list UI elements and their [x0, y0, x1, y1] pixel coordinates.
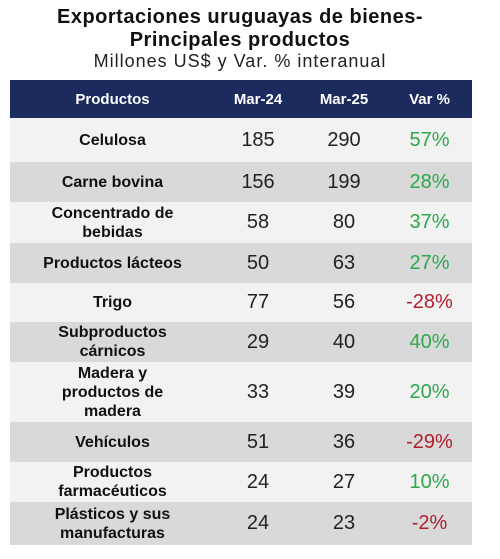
table-row: Productos farmacéuticos 24 27 10% [10, 462, 472, 502]
product-name: Celulosa [79, 131, 146, 149]
value-cell: 23 [332, 512, 356, 534]
title: Exportaciones uruguayas de bienes- [57, 6, 423, 28]
value-cell: 290 [327, 128, 361, 151]
product-cell: Madera y productos de madera [10, 364, 215, 421]
product-name: Productos lácteos [43, 254, 182, 272]
value-cell: 29 [246, 330, 270, 353]
value-cell: 185 [241, 128, 275, 151]
value-cell: 40 [332, 330, 356, 353]
product-name: Madera y productos de madera [61, 364, 164, 420]
product-cell: Trigo [10, 293, 215, 312]
product-name: Concentrado de bebidas [51, 204, 174, 241]
value-cell: 24 [246, 512, 270, 534]
change-cell: 40% [409, 330, 450, 353]
value-cell: 51 [246, 430, 270, 453]
product-name: Plásticos y sus manufacturas [54, 505, 171, 542]
change-cell: 20% [409, 380, 450, 403]
product-cell: Celulosa [10, 131, 215, 150]
product-name: Productos farmacéuticos [58, 464, 167, 500]
product-cell: Vehículos [10, 433, 215, 452]
column-header: Mar-24 [233, 90, 283, 108]
change-cell: 37% [409, 211, 450, 233]
table-row: Madera y productos de madera 33 39 20% [10, 362, 472, 422]
table-row: Plásticos y sus manufacturas 24 23 -2% [10, 502, 472, 545]
change-cell: -29% [406, 430, 453, 453]
table-row: Productos lácteos 50 63 27% [10, 243, 472, 283]
value-cell: 58 [246, 211, 270, 233]
change-cell: 57% [409, 128, 450, 151]
table-row: Subproductos cárnicos 29 40 40% [10, 322, 472, 362]
change-cell: 10% [409, 470, 450, 493]
value-cell: 33 [246, 380, 270, 403]
change-cell: -28% [406, 291, 453, 313]
table: Productos Mar-24 Mar-25 Var % Celulosa 185 290… [10, 80, 472, 545]
table-row: Celulosa 185 290 57% [10, 118, 472, 162]
product-cell: Carne bovina [10, 173, 215, 192]
value-cell: 156 [241, 170, 275, 193]
header-row: Productos Mar-24 Mar-25 Var % [10, 80, 472, 118]
value-cell: 80 [332, 211, 356, 233]
value-cell: 24 [246, 470, 270, 493]
value-cell: 39 [332, 380, 356, 403]
column-header: Mar-25 [319, 90, 369, 108]
value-cell: 199 [327, 170, 361, 193]
value-cell: 56 [332, 291, 356, 313]
value-cell: 77 [246, 291, 270, 313]
column-header: Var % [409, 90, 450, 108]
value-cell: 36 [332, 430, 356, 453]
table-row: Trigo 77 56 -28% [10, 283, 472, 322]
change-cell: -2% [411, 512, 448, 534]
table-row: Carne bovina 156 199 28% [10, 162, 472, 202]
value-cell: 63 [332, 251, 356, 274]
subtitle: Millones US$ y Var. % interanual [93, 51, 387, 71]
table-row: Concentrado de bebidas 58 80 37% [10, 202, 472, 243]
product-cell: Plásticos y sus manufacturas [10, 505, 215, 543]
product-cell: Concentrado de bebidas [10, 204, 215, 242]
product-name: Vehículos [75, 433, 150, 451]
column-header: Productos [75, 90, 150, 108]
change-cell: 28% [409, 170, 450, 193]
product-name: Subproductos cárnicos [58, 324, 167, 360]
product-cell: Productos farmacéuticos [10, 463, 215, 501]
product-cell: Subproductos cárnicos [10, 323, 215, 361]
product-name: Carne bovina [61, 173, 164, 191]
product-cell: Productos lácteos [10, 254, 215, 273]
value-cell: 50 [246, 251, 270, 274]
value-cell: 27 [332, 470, 356, 493]
title: Principales productos [129, 29, 351, 51]
table-row: Vehículos 51 36 -29% [10, 422, 472, 462]
change-cell: 27% [409, 251, 450, 274]
product-name: Trigo [92, 294, 133, 311]
